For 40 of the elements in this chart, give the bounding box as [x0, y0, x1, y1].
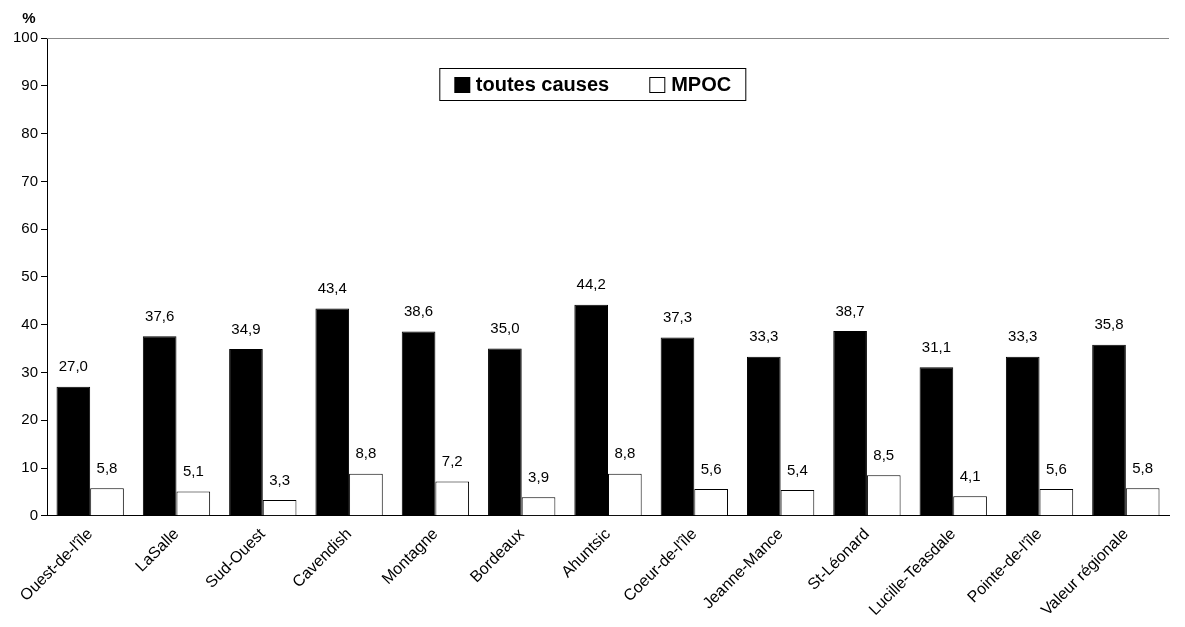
data-label: 43,4: [317, 279, 347, 297]
data-label: 35,8: [1094, 315, 1124, 333]
data-label: 33,3: [749, 327, 779, 345]
y-tick-label: 80: [21, 123, 39, 141]
data-label: 5,1: [182, 462, 204, 480]
data-label: 5,6: [700, 459, 722, 477]
y-tick-label: 90: [21, 75, 39, 93]
y-tick-label: 70: [21, 171, 39, 189]
data-label: 8,5: [873, 445, 895, 463]
data-label: 37,6: [145, 306, 175, 324]
data-label: 4,1: [959, 466, 981, 484]
y-tick-label: 10: [21, 458, 39, 476]
y-tick-label: 50: [21, 267, 39, 285]
data-label: 31,1: [921, 337, 952, 355]
data-label: 27,0: [58, 357, 88, 375]
data-label: 38,7: [835, 301, 865, 319]
data-label: 37,3: [662, 308, 693, 326]
data-label: 33,3: [1008, 327, 1038, 345]
data-label: 34,9: [231, 319, 261, 337]
y-tick-label: 40: [21, 314, 39, 332]
data-label: 3,3: [269, 470, 291, 488]
legend-label: toutes causes: [474, 73, 610, 96]
data-label: 5,4: [787, 460, 808, 478]
data-label: 7,2: [441, 452, 463, 470]
data-label: 38,6: [403, 302, 434, 320]
y-tick-label: 60: [21, 219, 39, 237]
y-tick-label: 30: [21, 362, 39, 380]
y-tick-label: 100: [13, 28, 39, 46]
y-tick-label: 20: [21, 410, 39, 428]
data-label: 35,0: [490, 319, 520, 337]
y-axis-title: %: [22, 8, 36, 26]
data-label: 5,6: [1045, 459, 1067, 477]
data-label: 44,2: [576, 275, 606, 293]
y-tick-label: 0: [29, 506, 39, 524]
legend-label: MPOC: [670, 73, 732, 96]
data-label: 8,8: [614, 444, 636, 462]
data-label: 5,8: [1132, 458, 1154, 476]
data-label: 5,8: [96, 458, 118, 476]
data-label: 3,9: [528, 467, 549, 485]
data-label: 8,8: [355, 444, 377, 462]
